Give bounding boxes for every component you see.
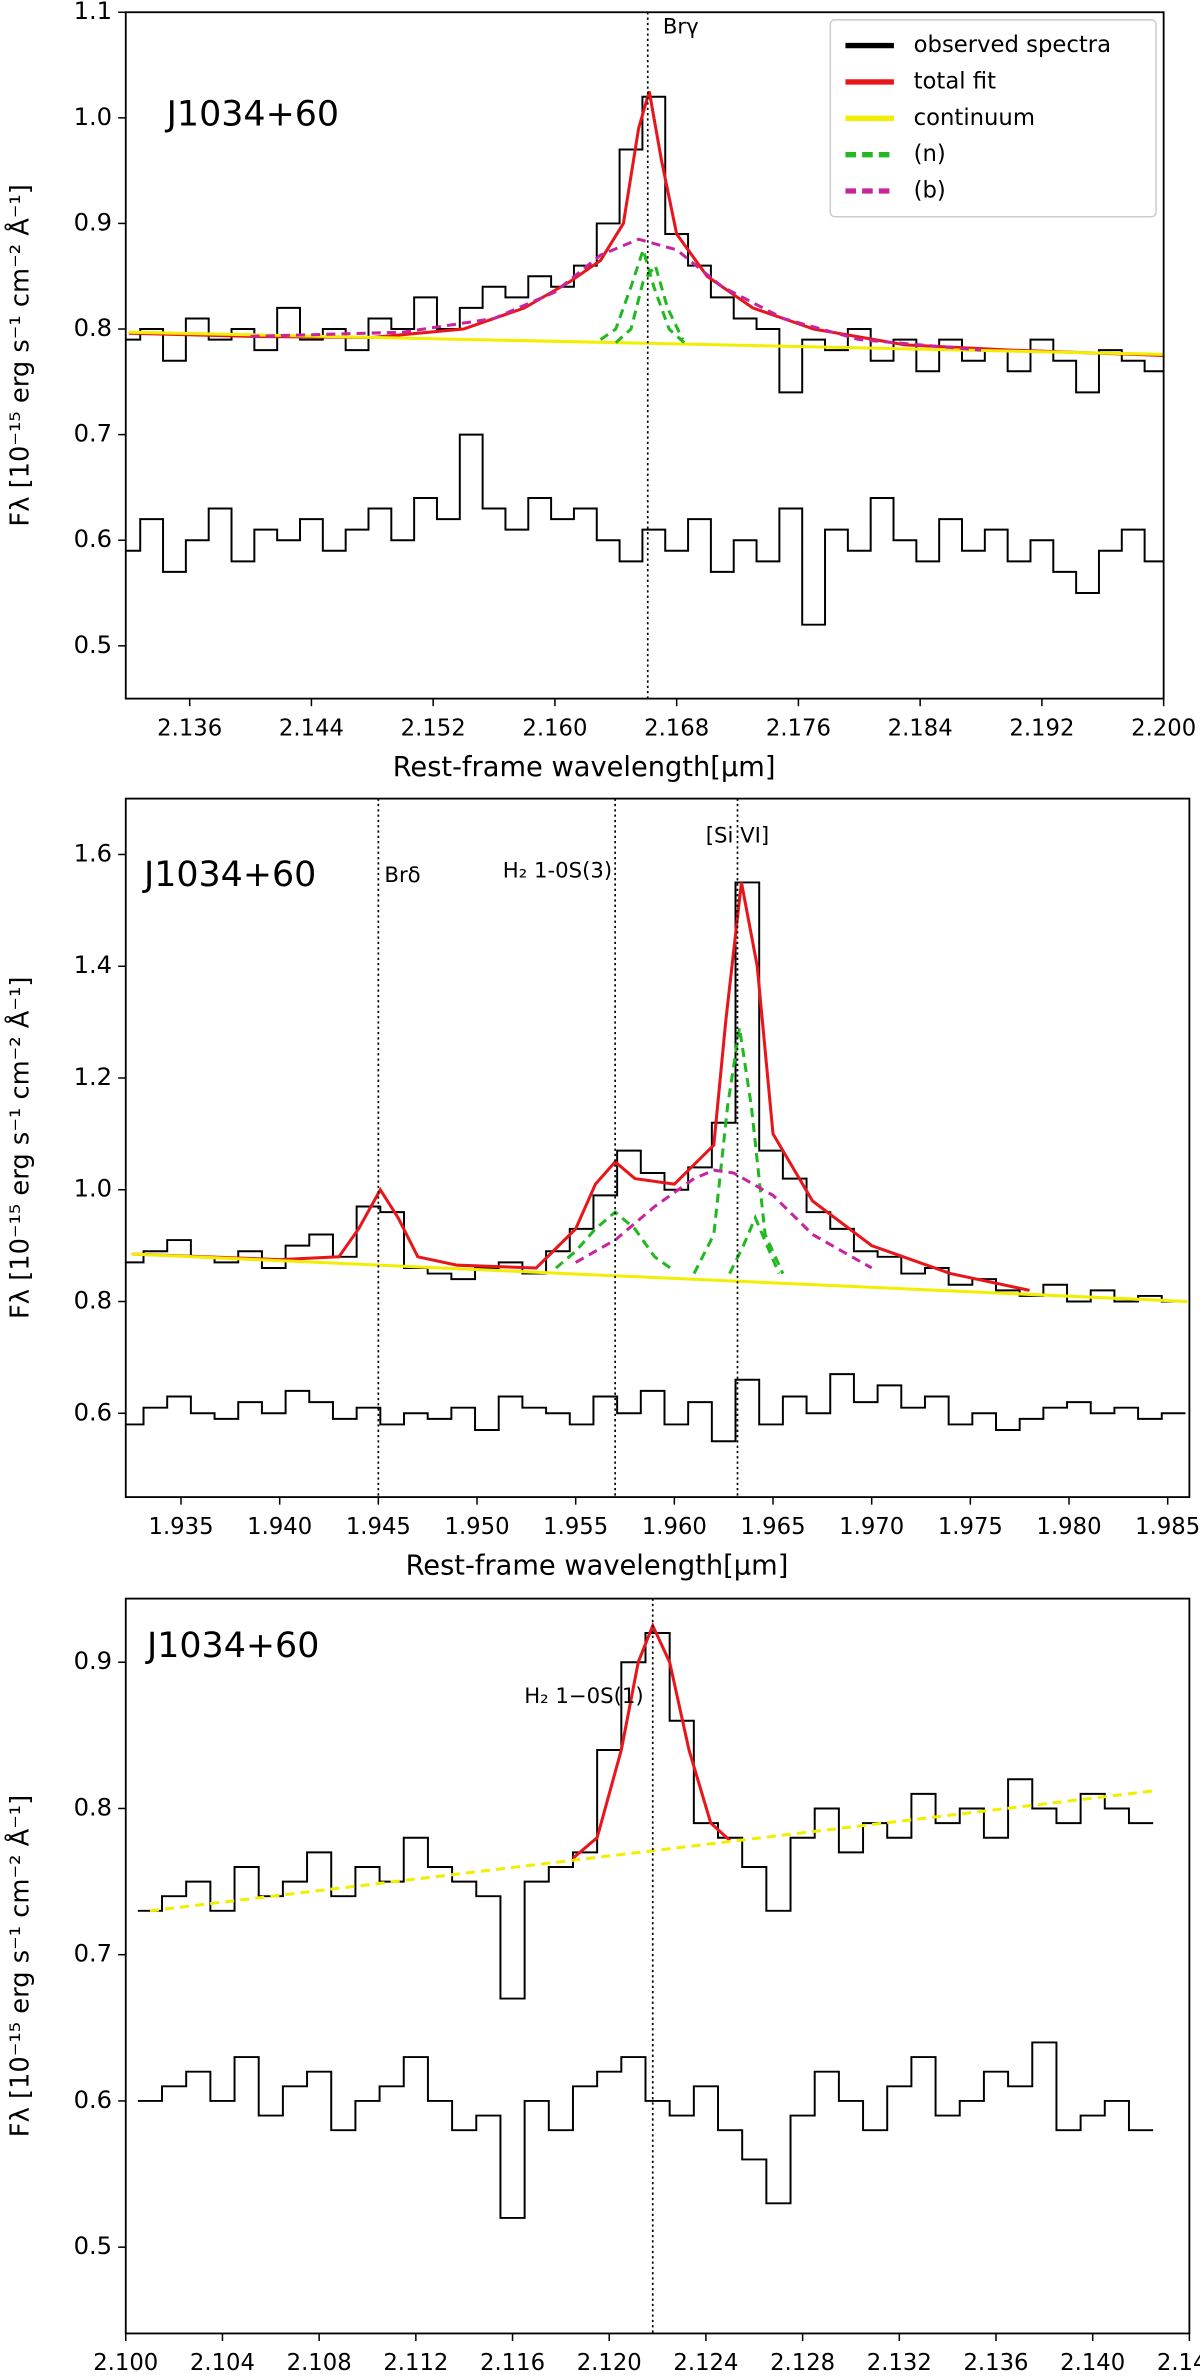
fit-line (599, 244, 686, 344)
plot-area (125, 881, 1188, 1443)
x-axis-label: Rest-frame wavelength[μm] (393, 752, 776, 783)
line-label: H₂ 1−0S(1) (524, 1684, 643, 1709)
x-tick-label: 2.160 (522, 715, 587, 741)
x-tick-label: 2.152 (401, 715, 466, 741)
x-tick-label: 2.116 (480, 2350, 545, 2376)
x-tick-label: 1.970 (839, 1514, 904, 1540)
x-tick-label: 1.935 (148, 1514, 213, 1540)
fit-line (149, 1789, 1154, 1913)
x-tick-label: 2.104 (190, 2350, 255, 2376)
fit-line (131, 882, 1030, 1292)
x-tick-label: 2.176 (766, 715, 831, 741)
x-tick-label: 2.112 (383, 2350, 448, 2376)
y-tick-label: 0.6 (74, 524, 113, 553)
x-tick-label: 2.120 (577, 2350, 642, 2376)
y-tick-label: 0.7 (74, 1939, 113, 1968)
y-tick-label: 1.1 (74, 0, 113, 25)
x-tick-label: 2.100 (93, 2350, 158, 2376)
line-label: Brδ (384, 863, 420, 888)
axes-frame (124, 1597, 1191, 2335)
legend: observed spectra total fit continuum (n) (b) (829, 19, 1157, 218)
x-tick-label: 2.144 (279, 715, 344, 741)
y-tick-label: 0.8 (74, 313, 113, 342)
y-tick-label: 0.8 (74, 1792, 113, 1821)
x-tick-label: 1.945 (346, 1514, 411, 1540)
x-tick-label: 1.960 (642, 1514, 707, 1540)
axes-frame (124, 11, 1165, 700)
line-label: [Si VI] (706, 823, 769, 848)
panel: Brδ H₂ 1-0S(3) [Si VI] 1.935 1.940 1.945 1.950… (4, 797, 1200, 1581)
legend-label: continuum (914, 105, 1035, 131)
y-tick-label: 0.6 (74, 1397, 113, 1426)
x-tick-label: 2.184 (888, 715, 953, 741)
y-axis-label: Fλ [10⁻¹⁵ erg s⁻¹ cm⁻² Å⁻¹] (4, 184, 36, 526)
spectrum (125, 433, 1164, 626)
x-tick-label: 2.136 (157, 715, 222, 741)
x-tick-label: 1.965 (740, 1514, 805, 1540)
object-label: J1034+60 (145, 1626, 319, 1666)
x-tick-label: 1.975 (938, 1514, 1003, 1540)
y-tick-label: 0.9 (74, 207, 113, 236)
x-tick-label: 1.985 (1135, 1514, 1200, 1540)
x-tick-label: 1.980 (1036, 1514, 1101, 1540)
y-tick-label: 0.5 (74, 630, 113, 659)
panel: Brγ 2.136 2.144 2.152 2.160 2.168 2.176 2.184 2.… (4, 0, 1196, 783)
x-tick-label: 1.955 (543, 1514, 608, 1540)
legend-label: observed spectra (914, 32, 1111, 58)
y-axis-label: Fλ [10⁻¹⁵ erg s⁻¹ cm⁻² Å⁻¹] (4, 1795, 36, 2137)
x-tick-label: 2.200 (1131, 715, 1196, 741)
legend-box (829, 19, 1157, 218)
spectrum (137, 2041, 1154, 2219)
y-tick-label: 1.2 (74, 1062, 113, 1091)
legend-label: (b) (914, 178, 946, 204)
y-tick-label: 0.7 (74, 419, 113, 448)
spectrum (137, 1631, 1154, 2000)
axes-frame (124, 797, 1191, 1499)
legend-label: total fit (914, 68, 996, 94)
fit-line (250, 237, 982, 352)
x-tick-label: 2.168 (644, 715, 709, 741)
x-tick-label: 2.108 (287, 2350, 352, 2376)
y-tick-label: 1.0 (74, 1174, 113, 1203)
x-tick-label: 1.940 (247, 1514, 312, 1540)
spectrum (125, 1373, 1186, 1443)
x-tick-label: 2.128 (770, 2350, 835, 2376)
fit-line (554, 1027, 785, 1275)
spectrum (125, 881, 1186, 1303)
plot-area (137, 1621, 1154, 2219)
y-tick-label: 0.5 (74, 2231, 113, 2260)
legend-label: (n) (914, 141, 946, 167)
y-tick-label: 0.9 (74, 1646, 113, 1675)
line-label: H₂ 1-0S(3) (503, 858, 612, 883)
y-tick-label: 1.6 (74, 838, 113, 867)
object-label: J1034+60 (142, 855, 316, 895)
y-tick-label: 0.8 (74, 1286, 113, 1315)
x-tick-label: 2.192 (1009, 715, 1074, 741)
y-tick-label: 1.4 (74, 950, 113, 979)
panel: H₂ 1−0S(1) 2.100 2.104 2.108 2.112 2.116 2.120… (4, 1597, 1200, 2376)
line-label: Brγ (663, 14, 699, 39)
y-tick-label: 1.0 (74, 102, 113, 131)
plot-area (125, 91, 1164, 626)
x-tick-label: 2.136 (963, 2350, 1028, 2376)
fit-line (131, 1252, 1188, 1304)
x-tick-label: 2.132 (867, 2350, 932, 2376)
x-tick-label: 2.124 (673, 2350, 738, 2376)
x-tick-label: 1.950 (444, 1514, 509, 1540)
y-axis-label: Fλ [10⁻¹⁵ erg s⁻¹ cm⁻² Å⁻¹] (4, 977, 36, 1319)
fit-line (574, 1168, 873, 1270)
x-axis-label: Rest-frame wavelength[μm] (406, 1550, 789, 1581)
x-tick-label: 2.140 (1060, 2350, 1125, 2376)
x-tick-label: 2.144 (1157, 2350, 1200, 2376)
object-label: J1034+60 (165, 94, 339, 134)
y-tick-label: 0.6 (74, 2085, 113, 2114)
